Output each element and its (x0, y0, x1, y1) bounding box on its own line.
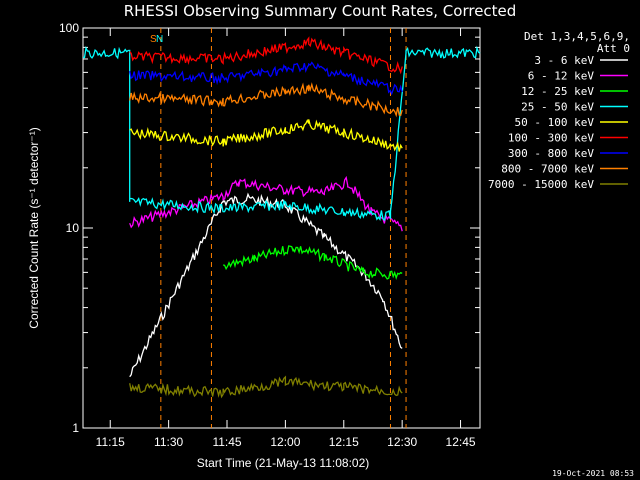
x-tick-label: 11:15 (96, 435, 125, 449)
legend-label: 3 - 6 keV (534, 54, 594, 67)
legend-label: 100 - 300 keV (508, 132, 594, 145)
x-tick-label: 12:45 (446, 435, 476, 449)
chart-title: RHESSI Observing Summary Count Rates, Co… (123, 2, 517, 20)
legend-label: 7000 - 15000 keV (488, 178, 594, 191)
x-tick-label: 12:15 (329, 435, 359, 449)
x-tick-label: 12:30 (387, 435, 417, 449)
x-axis-label: Start Time (21-May-13 11:08:02) (197, 456, 370, 470)
series-line-5 (129, 118, 403, 152)
y-tick-label: 1 (72, 421, 79, 435)
annotation-label: S (150, 34, 157, 45)
y-tick-label: 10 (66, 221, 80, 235)
legend-label: 50 - 100 keV (515, 116, 595, 129)
series-line-3 (222, 245, 403, 280)
annotation-label: N (156, 34, 163, 45)
legend-header: Att 0 (597, 42, 630, 55)
series-line-4 (82, 45, 481, 222)
legend-header: Det 1,3,4,5,6,9, (524, 30, 630, 43)
plot-frame (82, 27, 481, 429)
series-line-9 (129, 375, 403, 399)
timestamp-footer: 19-Oct-2021 08:53 (552, 469, 634, 478)
legend-label: 12 - 25 keV (521, 85, 594, 98)
series-line-2 (129, 175, 403, 232)
legend-label: 6 - 12 keV (528, 70, 595, 83)
y-axis-label: Corrected Count Rate (s⁻¹ detector⁻¹) (27, 127, 41, 328)
legend-label: 800 - 7000 keV (501, 163, 594, 176)
y-tick-label: 100 (59, 21, 79, 35)
legend-label: 25 - 50 keV (521, 101, 594, 114)
legend: Det 1,3,4,5,6,9,Att 03 - 6 keV 6 - 12 keV… (488, 30, 630, 191)
x-tick-label: 11:30 (154, 435, 183, 449)
series-line-1 (129, 192, 403, 378)
series-line-6 (129, 36, 403, 75)
x-tick-label: 12:00 (270, 435, 300, 449)
series-line-8 (129, 82, 403, 118)
x-tick-label: 11:45 (212, 435, 241, 449)
axes-group: 11:15 11:30 11:45 12:00 12:15 12:30 12:45 1 10 10… (59, 21, 480, 449)
series-line-7 (129, 61, 403, 96)
legend-label: 300 - 800 keV (508, 147, 594, 160)
